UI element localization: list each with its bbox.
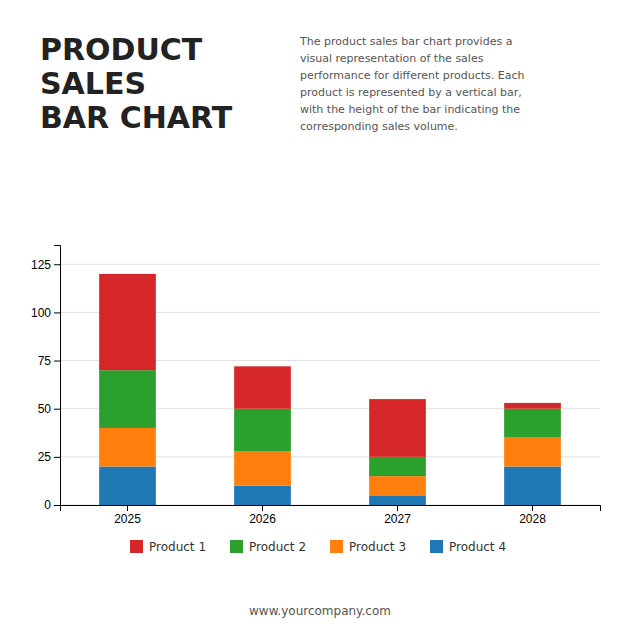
- tick-mark: [54, 264, 60, 265]
- chart: PRODUCTSALESBAR CHART The product sales b…: [0, 0, 640, 640]
- legend-label: Product 3: [349, 540, 406, 554]
- title: PRODUCTSALESBAR CHART: [40, 32, 233, 135]
- subtitle-line: product is represented by a vertical bar…: [300, 86, 522, 99]
- tick-mark: [54, 505, 60, 506]
- annotation: www.yourcompany.com: [249, 604, 391, 618]
- subtitle-line: corresponding sales volume.: [300, 120, 458, 133]
- legend-swatch: [330, 540, 343, 553]
- bar: [99, 274, 156, 370]
- tick: 125: [31, 258, 60, 272]
- title-line: SALES: [40, 66, 146, 101]
- tick: 25: [38, 450, 60, 464]
- tick-label: 2026: [249, 512, 276, 526]
- y-axis: 0 25 50 75 100 125: [31, 246, 61, 513]
- subtitle-line: The product sales bar chart provides a: [299, 35, 512, 48]
- bar: [504, 403, 561, 409]
- series: [99, 370, 561, 476]
- legend-label: Product 1: [149, 540, 206, 554]
- tick-mark: [54, 457, 60, 458]
- axis-line: [61, 506, 601, 512]
- tick: 2025: [114, 505, 141, 526]
- bar: [99, 466, 156, 505]
- x-axis: 2025 2026 2027 2028: [61, 505, 601, 526]
- bar: [99, 428, 156, 467]
- bar: [504, 438, 561, 467]
- tick-mark: [54, 361, 60, 362]
- tick-label: 100: [31, 306, 51, 320]
- series: [99, 274, 561, 457]
- subtitle: The product sales bar chart provides a vi…: [299, 35, 525, 133]
- title-line: BAR CHART: [40, 100, 233, 135]
- title-line: PRODUCT: [40, 32, 203, 67]
- bar: [369, 457, 426, 476]
- legend: Product 1 Product 2 Product 3 Product 4: [130, 540, 506, 554]
- bar: [504, 466, 561, 505]
- tick-mark: [397, 505, 398, 511]
- grid-line: [60, 264, 600, 265]
- grid: [60, 264, 600, 505]
- legend-swatch: [430, 540, 443, 553]
- tick-label: 2025: [114, 512, 141, 526]
- bar: [234, 409, 291, 451]
- tick: 50: [38, 402, 60, 416]
- tick: 100: [31, 306, 60, 320]
- bar: [99, 370, 156, 428]
- tick-label: 75: [38, 354, 52, 368]
- legend-label: Product 4: [449, 540, 506, 554]
- series: [99, 428, 561, 495]
- bar: [234, 366, 291, 408]
- bar: [234, 451, 291, 486]
- tick: 75: [38, 354, 60, 368]
- subtitle-line: performance for different products. Each: [300, 69, 525, 82]
- subtitle-line: visual representation of the sales: [300, 52, 484, 65]
- tick-label: 25: [38, 450, 52, 464]
- legend-item: Product 4: [430, 540, 506, 554]
- tick-mark: [54, 312, 60, 313]
- legend-label: Product 2: [249, 540, 306, 554]
- bar: [504, 409, 561, 438]
- tick-label: 125: [31, 258, 51, 272]
- tick-label: 0: [44, 498, 51, 512]
- tick-mark: [54, 409, 60, 410]
- bar: [369, 399, 426, 457]
- legend-swatch: [130, 540, 143, 553]
- subtitle-line: with the height of the bar indicating th…: [300, 103, 520, 116]
- axis-line: [54, 246, 61, 506]
- bar: [234, 486, 291, 505]
- tick: 2027: [384, 505, 411, 526]
- legend-item: Product 2: [230, 540, 306, 554]
- series: [99, 466, 561, 505]
- legend-swatch: [230, 540, 243, 553]
- bars: [99, 274, 561, 505]
- tick: 2026: [249, 505, 276, 526]
- bar: [369, 495, 426, 505]
- legend-item: Product 1: [130, 540, 206, 554]
- legend-item: Product 3: [330, 540, 406, 554]
- tick: 2028: [519, 505, 546, 526]
- tick: 0: [44, 498, 60, 512]
- tick-mark: [262, 505, 263, 511]
- tick-mark: [532, 505, 533, 511]
- tick-mark: [127, 505, 128, 511]
- bar: [369, 476, 426, 495]
- tick-label: 50: [38, 402, 52, 416]
- tick-label: 2028: [519, 512, 546, 526]
- tick-label: 2027: [384, 512, 411, 526]
